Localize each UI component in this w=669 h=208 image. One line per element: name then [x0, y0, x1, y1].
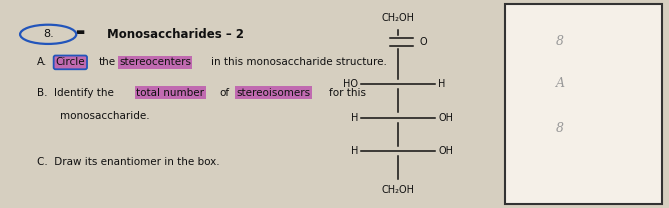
Text: H: H — [351, 113, 358, 123]
Text: Circle: Circle — [56, 57, 85, 67]
Text: of: of — [219, 88, 229, 98]
Text: C.  Draw its enantiomer in the box.: C. Draw its enantiomer in the box. — [37, 157, 219, 167]
Text: Monosaccharides – 2: Monosaccharides – 2 — [107, 28, 244, 41]
Text: 8: 8 — [556, 123, 564, 135]
Text: H: H — [351, 146, 358, 156]
Text: for this: for this — [329, 88, 366, 98]
Text: 8: 8 — [556, 35, 564, 48]
Text: A: A — [556, 77, 565, 90]
Text: total number: total number — [136, 88, 205, 98]
Text: O: O — [419, 37, 427, 47]
Text: stereoisomers: stereoisomers — [236, 88, 310, 98]
Text: CH₂OH: CH₂OH — [381, 13, 415, 23]
FancyBboxPatch shape — [505, 4, 662, 204]
Text: H: H — [438, 79, 446, 89]
Text: B.  Identify the: B. Identify the — [37, 88, 114, 98]
Text: in this monosaccharide structure.: in this monosaccharide structure. — [211, 57, 387, 67]
Text: CH₂OH: CH₂OH — [381, 185, 415, 195]
Text: monosaccharide.: monosaccharide. — [60, 111, 150, 121]
Text: A.: A. — [37, 57, 47, 67]
Text: 8.: 8. — [43, 29, 54, 39]
Text: OH: OH — [438, 146, 453, 156]
Text: the: the — [99, 57, 116, 67]
Text: ▬: ▬ — [75, 27, 84, 37]
Text: HO: HO — [343, 79, 358, 89]
Text: OH: OH — [438, 113, 453, 123]
Text: stereocenters: stereocenters — [119, 57, 191, 67]
